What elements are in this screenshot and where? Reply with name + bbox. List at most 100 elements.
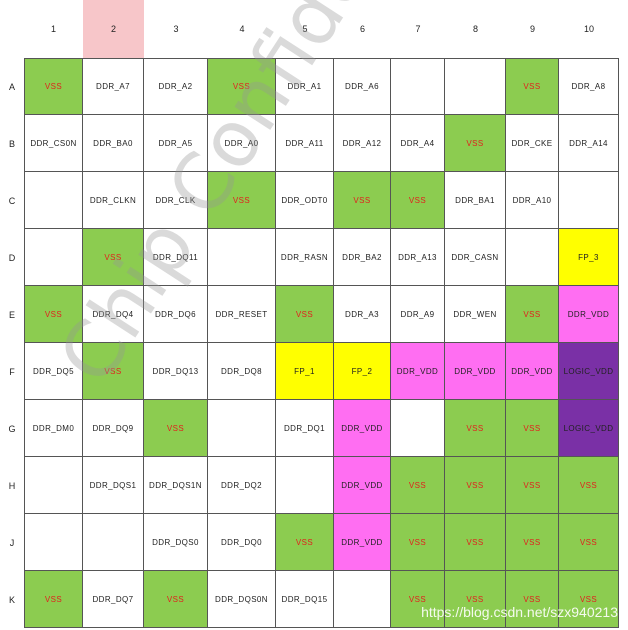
pin-label: DDR_WEN: [453, 309, 497, 319]
pin-label: DDR_A3: [345, 309, 379, 319]
pin-cell: VSS: [24, 286, 83, 343]
pin-cell: VSS: [391, 514, 445, 571]
row-header: E: [8, 309, 15, 320]
pin-cell: DDR_DQS1N: [144, 457, 208, 514]
pin-label: DDR_DQ2: [220, 480, 263, 490]
pin-label: DDR_DQ5: [32, 366, 75, 376]
pin-label: DDR_DQ15: [281, 594, 328, 604]
pin-cell: DDR_A12: [334, 115, 391, 172]
pin-label: VSS: [523, 423, 541, 433]
pin-cell: VSS: [445, 457, 506, 514]
pin-cell: VSS: [506, 571, 559, 628]
pin-cell: [391, 400, 445, 457]
pin-label: VSS: [579, 480, 598, 490]
pin-cell: DDR_RASN: [276, 229, 334, 286]
pin-cell: VSS: [506, 58, 559, 115]
pin-label: FP_2: [351, 366, 373, 376]
pin-label: VSS: [523, 537, 541, 547]
pin-cell: VSS: [506, 457, 559, 514]
pin-label: VSS: [353, 195, 371, 205]
pin-label: VSS: [523, 480, 541, 490]
pin-label: DDR_ODT0: [281, 195, 328, 205]
pin-label: LOGIC_VDD: [563, 423, 614, 433]
row-header: B: [8, 138, 15, 149]
pin-label: VSS: [408, 537, 427, 547]
pin-label: DDR_VDD: [341, 537, 383, 547]
pin-label: DDR_BA0: [93, 138, 133, 148]
pin-label: DDR_CASN: [451, 252, 499, 262]
pin-cell: DDR_BA0: [83, 115, 144, 172]
pin-cell: DDR_CKE: [506, 115, 559, 172]
pin-cell: DDR_A9: [391, 286, 445, 343]
pin-cell: DDR_CASN: [445, 229, 506, 286]
pin-cell: DDR_ODT0: [276, 172, 334, 229]
pin-cell: DDR_VDD: [334, 514, 391, 571]
pin-cell: [83, 514, 144, 571]
pin-cell: VSS: [24, 571, 83, 628]
pin-cell: VSS: [506, 286, 559, 343]
pin-cell: DDR_DQ9: [83, 400, 144, 457]
pin-label: VSS: [232, 82, 251, 91]
pin-cell: DDR_DQ15: [276, 571, 334, 628]
row-header: K: [8, 594, 15, 605]
pin-cell: DDR_VDD: [506, 343, 559, 400]
pin-label: DDR_DQ4: [92, 309, 134, 319]
pin-cell: DDR_A8: [559, 58, 619, 115]
pin-label: DDR_DQS1N: [149, 480, 202, 490]
pin-cell: [24, 172, 83, 229]
pin-label: DDR_VDD: [454, 366, 496, 376]
pin-cell: DDR_WEN: [445, 286, 506, 343]
pin-cell: [276, 457, 334, 514]
pin-cell: VSS: [445, 115, 506, 172]
pin-label: DDR_VDD: [511, 366, 553, 376]
pin-cell: [24, 457, 83, 514]
pin-cell: DDR_A2: [144, 58, 208, 115]
pin-label: DDR_DQ13: [152, 366, 199, 376]
column-header: 2: [83, 0, 144, 58]
pin-cell: [559, 172, 619, 229]
pin-label: DDR_RASN: [280, 252, 329, 262]
pin-label: VSS: [579, 537, 598, 547]
pin-cell: DDR_VDD: [334, 457, 391, 514]
pin-cell: DDR_DQS1: [83, 457, 144, 514]
pin-cell: DDR_CS0N: [24, 115, 83, 172]
pin-label: VSS: [466, 480, 484, 490]
pin-cell: DDR_DQ0: [208, 514, 276, 571]
pin-label: DDR_VDD: [567, 309, 610, 319]
pin-cell: FP_3: [559, 229, 619, 286]
pin-cell: DDR_A6: [334, 58, 391, 115]
column-header: 6: [359, 24, 365, 34]
pin-cell: FP_2: [334, 343, 391, 400]
pin-cell: [24, 229, 83, 286]
pin-cell: VSS: [24, 58, 83, 115]
pin-label: DDR_BA2: [342, 252, 382, 262]
pin-label: VSS: [408, 195, 427, 205]
pin-cell: DDR_BA1: [445, 172, 506, 229]
row-header: D: [8, 252, 16, 263]
pin-label: DDR_A10: [512, 195, 552, 205]
pin-label: VSS: [295, 309, 314, 319]
pin-label: DDR_DQ1: [283, 423, 326, 433]
pin-cell: VSS: [208, 58, 276, 115]
pin-cell: DDR_CLK: [144, 172, 208, 229]
pin-cell: DDR_DQ8: [208, 343, 276, 400]
pin-label: DDR_DQS0: [152, 537, 199, 547]
pin-cell: VSS: [391, 172, 445, 229]
pin-cell: DDR_DQS0N: [208, 571, 276, 628]
pin-label: VSS: [466, 537, 484, 547]
pin-cell: DDR_DQ11: [144, 229, 208, 286]
pin-label: VSS: [104, 366, 122, 376]
pin-label: VSS: [295, 537, 314, 547]
column-header: 8: [472, 24, 478, 34]
row-header: H: [8, 480, 16, 491]
pin-cell: VSS: [445, 400, 506, 457]
pin-label: VSS: [44, 309, 63, 319]
pin-label: DDR_DQ6: [154, 309, 197, 319]
pin-cell: VSS: [445, 571, 506, 628]
pin-cell: VSS: [559, 571, 619, 628]
pin-cell: LOGIC_VDD: [559, 343, 619, 400]
pin-label: DDR_CLK: [155, 195, 196, 205]
row-header: J: [9, 537, 15, 548]
column-header: 3: [173, 24, 179, 34]
pin-label: DDR_CKE: [511, 138, 553, 148]
